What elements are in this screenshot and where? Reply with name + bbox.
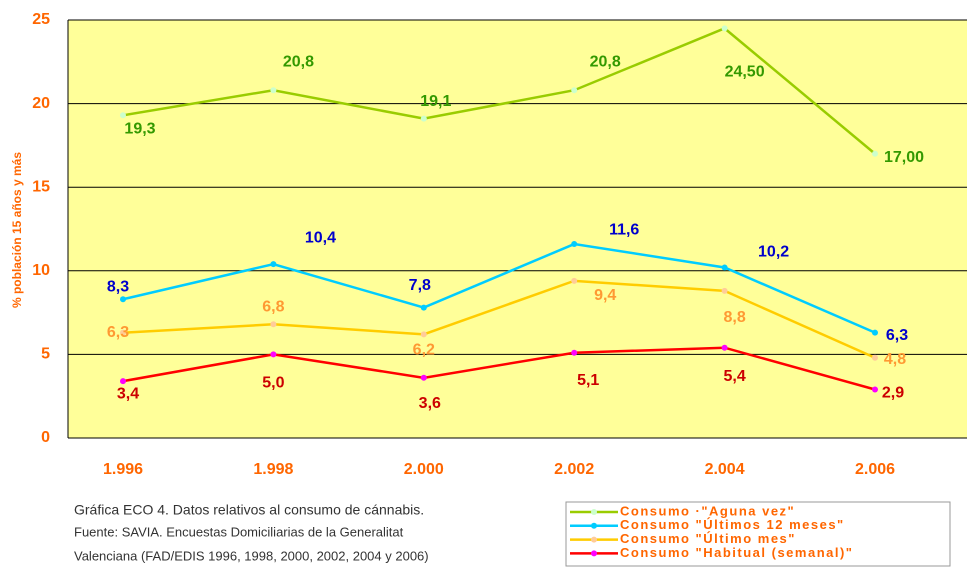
point xyxy=(270,321,277,328)
point xyxy=(120,329,126,336)
point xyxy=(721,264,728,271)
data-label: 3,6 xyxy=(419,395,441,412)
x-tick-label: 2.000 xyxy=(404,461,444,478)
x-tick-label: 2.002 xyxy=(554,461,594,478)
legend-marker xyxy=(591,522,597,529)
data-label: 20,8 xyxy=(590,53,621,70)
data-label: 10,4 xyxy=(305,229,336,246)
point xyxy=(872,386,878,393)
point xyxy=(270,87,277,94)
x-tick-label: 1.996 xyxy=(103,461,143,478)
y-tick-label: 20 xyxy=(32,95,50,112)
data-label: 7,8 xyxy=(409,277,431,294)
point xyxy=(721,344,728,351)
data-label: 8,3 xyxy=(107,278,129,295)
data-label: 4,8 xyxy=(884,351,906,368)
data-label: 2,9 xyxy=(882,385,904,402)
legend-marker xyxy=(591,536,597,543)
point xyxy=(270,261,277,268)
data-label: 8,8 xyxy=(723,309,745,326)
data-label: 5,0 xyxy=(262,375,284,392)
legend-label: Consumo "Últimos 12 meses" xyxy=(620,517,845,532)
caption: Gráfica ECO 4. Datos relativos al consum… xyxy=(74,502,424,518)
x-tick-label: 1.998 xyxy=(253,461,293,478)
caption: Fuente: SAVIA. Encuestas Domiciliarias d… xyxy=(74,524,404,539)
point xyxy=(120,378,126,385)
data-label: 10,2 xyxy=(758,244,789,261)
point xyxy=(420,304,427,311)
legend-label: Consumo "Último mes" xyxy=(620,531,796,546)
data-label: 19,1 xyxy=(420,93,451,110)
point xyxy=(872,150,878,157)
point xyxy=(270,351,277,358)
point xyxy=(872,329,878,336)
series-line xyxy=(122,26,876,155)
data-label: 5,4 xyxy=(723,368,745,385)
data-label: 17,00 xyxy=(884,149,924,166)
point xyxy=(571,241,578,248)
series-line xyxy=(122,279,876,359)
data-label: 11,6 xyxy=(609,221,639,238)
point xyxy=(420,331,427,338)
point xyxy=(120,296,126,303)
point xyxy=(571,277,578,284)
caption: Valenciana (FAD/EDIS 1996, 1998, 2000, 2… xyxy=(74,548,429,563)
y-tick-label: 25 xyxy=(32,11,50,28)
point xyxy=(571,349,578,356)
legend-label: Consumo ·"Aguna vez" xyxy=(620,503,795,518)
legend-label: Consumo "Habitual (semanal)" xyxy=(620,545,853,560)
x-tick-label: 2.004 xyxy=(705,461,745,478)
point xyxy=(872,354,878,361)
point xyxy=(420,115,427,122)
series-line xyxy=(122,346,876,391)
point xyxy=(721,287,728,294)
point xyxy=(120,112,126,119)
y-tick-label: 15 xyxy=(32,178,50,195)
plot-area xyxy=(68,20,967,438)
point xyxy=(721,25,728,32)
data-label: 6,2 xyxy=(413,342,435,359)
data-label: 6,8 xyxy=(262,299,284,316)
series-line xyxy=(122,242,876,334)
legend-marker xyxy=(591,550,597,557)
data-label: 6,3 xyxy=(107,324,129,341)
data-label: 19,3 xyxy=(124,121,155,138)
data-label: 3,4 xyxy=(117,385,139,402)
y-tick-label: 5 xyxy=(41,346,50,363)
point xyxy=(571,87,578,94)
data-label: 20,8 xyxy=(283,53,314,70)
legend-marker xyxy=(591,509,597,515)
point xyxy=(420,374,427,381)
data-label: 9,4 xyxy=(594,287,616,304)
data-label: 5,1 xyxy=(577,372,599,389)
x-tick-label: 2.006 xyxy=(855,461,895,478)
legend-box xyxy=(565,501,951,567)
data-label: 6,3 xyxy=(886,327,908,344)
y-axis-label: % población 15 años y más xyxy=(10,152,24,308)
y-tick-label: 10 xyxy=(32,262,50,279)
y-tick-label: 0 xyxy=(41,429,50,446)
data-label: 24,50 xyxy=(725,64,765,81)
